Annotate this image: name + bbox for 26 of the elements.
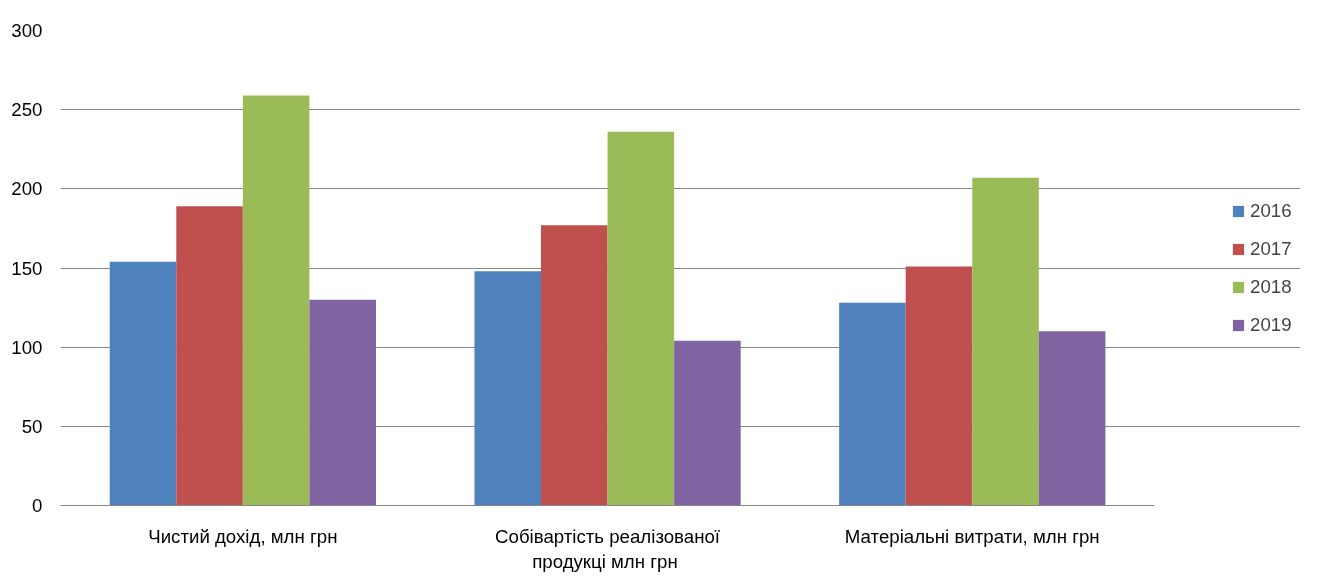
bar [1038,331,1106,506]
legend-label: 2017 [1250,237,1293,260]
legend-label: 2016 [1250,199,1293,222]
bar [309,299,376,506]
bar [242,95,310,506]
bar [176,206,243,506]
x-tick-label: Матеріальні витрати, млн грн [844,525,1100,547]
legend-label: 2019 [1250,313,1293,336]
y-tick-label: 300 [11,20,43,41]
bar [905,266,973,506]
bar [607,131,675,506]
y-tick-label: 100 [11,336,43,358]
bar [474,271,541,506]
y-tick-label: 150 [11,257,43,279]
y-tick-label: 50 [21,415,43,437]
y-tick-label: 200 [11,178,43,200]
bar [674,340,741,506]
bar [972,177,1039,506]
bar [839,302,906,506]
y-tick-label: 250 [11,99,43,121]
x-tick-label: Чистий дохід, млн грн [148,525,338,547]
y-tick-label: 0 [32,495,43,516]
legend-label: 2018 [1250,275,1293,298]
bar [541,225,608,506]
x-tick-label: Собівартість реалізованої продукці млн грн [495,525,721,572]
bar [109,261,177,506]
